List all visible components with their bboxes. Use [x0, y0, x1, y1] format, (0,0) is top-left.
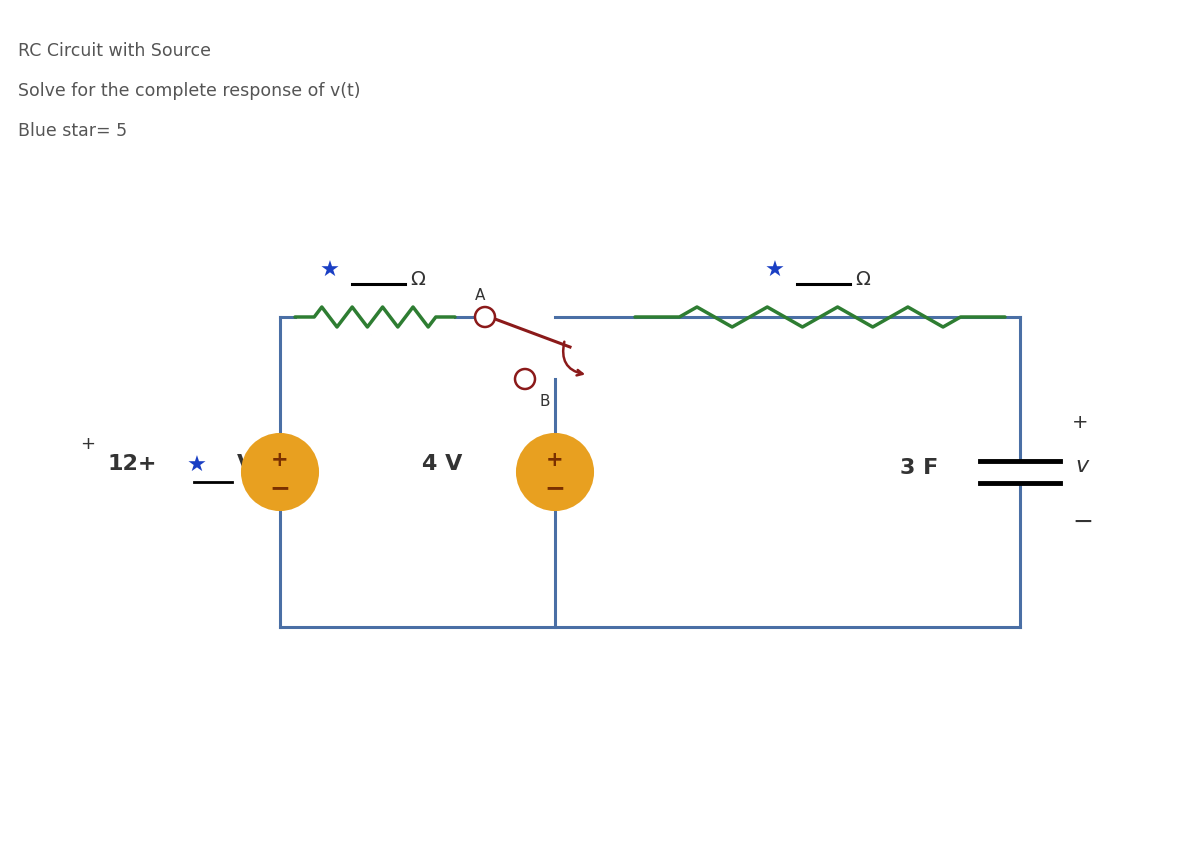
Text: ★: ★ [766, 261, 785, 281]
Text: −: − [545, 476, 565, 500]
Circle shape [475, 307, 496, 327]
Text: V: V [238, 454, 254, 474]
Text: +: + [271, 450, 289, 470]
Text: B: B [539, 394, 550, 409]
Text: ★: ★ [320, 261, 340, 281]
Text: ★: ★ [187, 456, 208, 476]
Text: +: + [546, 450, 564, 470]
Text: +: + [1072, 412, 1088, 431]
Text: Ω: Ω [410, 270, 425, 289]
Text: Solve for the complete response of v(t): Solve for the complete response of v(t) [18, 82, 360, 100]
Circle shape [242, 434, 318, 510]
Text: 3 F: 3 F [900, 458, 938, 478]
Text: A: A [475, 288, 485, 303]
Text: v: v [1075, 456, 1088, 476]
Text: 4 V: 4 V [422, 454, 462, 474]
Text: 12+: 12+ [107, 454, 156, 474]
Circle shape [517, 434, 593, 510]
Text: Ω: Ω [856, 270, 870, 289]
Text: −: − [1072, 510, 1093, 534]
Text: RC Circuit with Source: RC Circuit with Source [18, 42, 211, 60]
Text: Blue star= 5: Blue star= 5 [18, 122, 127, 140]
Text: +: + [80, 435, 95, 453]
Circle shape [515, 369, 535, 389]
Text: −: − [270, 476, 290, 500]
